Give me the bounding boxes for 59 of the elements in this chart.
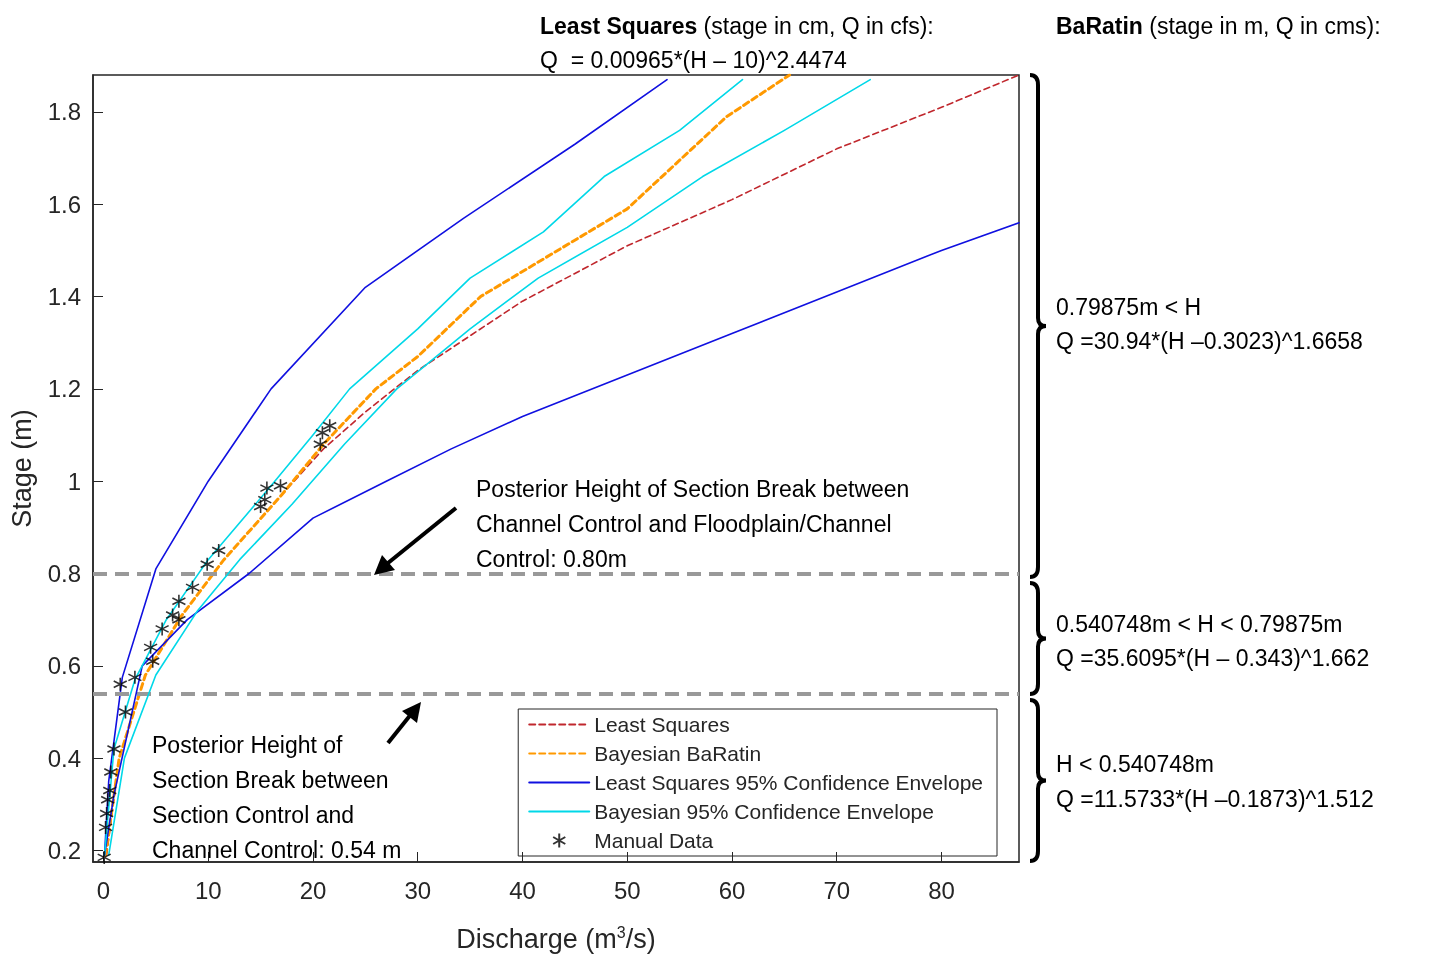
point — [199, 556, 215, 572]
point — [257, 492, 273, 507]
y-tick-label: 1.8 — [47, 98, 81, 126]
x-tick-label: 10 — [194, 876, 222, 904]
text: 0.79875m < H — [1056, 293, 1202, 320]
legend-label: Bayesian BaRatin — [594, 742, 762, 765]
y-tick-label: 0.6 — [47, 652, 81, 680]
x-tick-label: 20 — [299, 876, 327, 904]
point — [315, 425, 330, 441]
point — [102, 783, 118, 798]
point — [322, 418, 338, 434]
text: BaRatin (stage in m, Q in cms): — [1056, 12, 1381, 39]
annotation: Posterior Height of Section Break between Channel Control and Floodplain/Channel Control: 0.80m — [476, 475, 916, 572]
x-tick-label: 30 — [404, 876, 432, 904]
point — [118, 704, 133, 720]
x-tick-label: 0 — [96, 876, 111, 904]
x-tick-label: 50 — [613, 876, 641, 904]
point — [98, 820, 113, 835]
text: 0.540748m < H < 0.79875m — [1056, 610, 1343, 637]
text: Least Squares (stage in cm, Q in cfs): — [540, 12, 934, 39]
point — [112, 676, 128, 692]
text: Q =11.5733*(H –0.1873)^1.512 — [1056, 785, 1374, 812]
y-tick-label: 0.4 — [47, 744, 81, 772]
point — [127, 670, 143, 685]
point — [259, 480, 275, 496]
x-tick-label: 80 — [928, 876, 955, 904]
legend-label: Least Squares — [594, 713, 730, 736]
y-axis-title: Stage (m) — [6, 409, 37, 528]
point — [100, 792, 115, 807]
y-tick-label: 1.6 — [47, 190, 81, 218]
text: H < 0.540748m — [1056, 750, 1214, 777]
annotation: Posterior Height of Section Break between Section Control and Channel Control: 0.54 m — [152, 731, 402, 863]
x-tick-label: 70 — [823, 876, 851, 904]
y-tick-label: 1.4 — [47, 283, 81, 311]
point — [185, 580, 200, 595]
point — [99, 806, 114, 821]
y-tick-label: 0.8 — [47, 560, 81, 588]
y-tick-label: 0.2 — [47, 836, 81, 864]
text: Q =30.94*(H –0.3023)^1.6658 — [1056, 327, 1363, 354]
x-tick-label: 40 — [509, 876, 536, 904]
text: Q = 0.00965*(H – 10)^2.4474 — [540, 46, 848, 73]
point — [211, 543, 226, 558]
point — [273, 478, 288, 494]
point — [143, 640, 158, 655]
legend-label: Bayesian 95% Confidence Envelope — [594, 800, 934, 823]
text: Q =35.6095*(H – 0.343)^1.662 — [1056, 644, 1370, 671]
y-tick-label: 1.2 — [47, 375, 81, 403]
point — [106, 741, 122, 757]
point — [154, 621, 170, 637]
point — [313, 436, 328, 452]
point — [103, 764, 119, 780]
point — [96, 850, 112, 865]
legend-label: Manual Data — [594, 829, 714, 852]
x-tick-label: 60 — [718, 876, 746, 904]
point — [171, 593, 187, 609]
legend-label: Least Squares 95% Confidence Envelope — [594, 771, 984, 794]
y-tick-label: 1 — [67, 467, 81, 495]
point — [145, 653, 161, 669]
point — [253, 499, 268, 514]
